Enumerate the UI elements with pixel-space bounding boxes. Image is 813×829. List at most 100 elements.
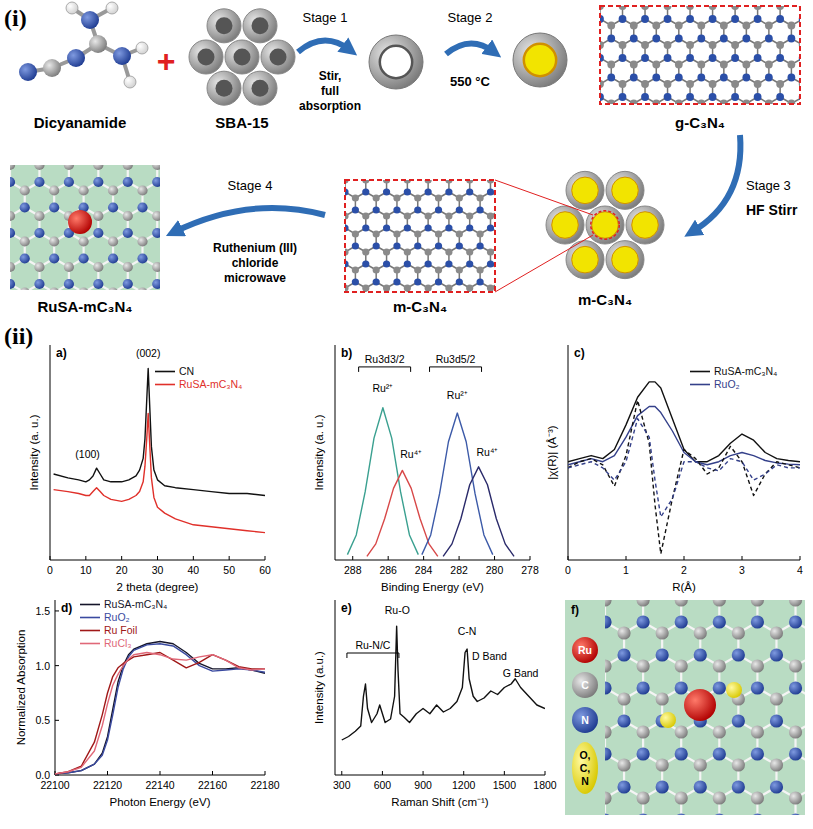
highlight: [591, 211, 620, 240]
legend-label: RuSA-mC₃N₄: [714, 365, 777, 377]
y-axis-title: Normalized Absorption: [15, 630, 27, 746]
atom: [751, 725, 764, 738]
legend-label: RuSA-mC₃N₄: [179, 378, 242, 390]
atom: [43, 59, 61, 77]
x-tick: [212, 771, 213, 775]
atom: [10, 165, 15, 170]
legend-swatch: [690, 384, 710, 386]
atom: [106, 2, 118, 14]
atom: [789, 615, 802, 628]
atom: [362, 248, 369, 255]
y-axis: [50, 345, 51, 560]
atom: [123, 165, 133, 170]
atom: [123, 177, 133, 187]
atom: [765, 22, 773, 30]
lattice: [345, 180, 495, 292]
atom: [49, 185, 59, 195]
x-tick-label: 1200: [452, 779, 476, 791]
atom: [720, 22, 728, 30]
x-tick: [341, 771, 342, 775]
pore-wall: [243, 71, 277, 105]
atom: [383, 284, 390, 291]
y-axis-title: |χ(R)| (Å⁻³): [546, 425, 558, 479]
atom: [789, 725, 802, 738]
atom: [787, 22, 795, 30]
atom: [49, 236, 59, 246]
pore-wall: [566, 171, 604, 209]
legend-label: RuO₂: [714, 378, 740, 390]
dashed-frame: [345, 180, 495, 292]
atom: [425, 188, 432, 195]
stage-text: 550 °C: [450, 74, 491, 89]
atom: [414, 242, 421, 249]
x-tick: [459, 556, 460, 560]
atom: [686, 15, 694, 23]
lattice: [605, 600, 805, 815]
atom: [108, 287, 118, 290]
atom: [487, 224, 494, 231]
legend-label: O,: [579, 749, 590, 761]
atom: [637, 747, 650, 760]
atom: [373, 206, 380, 213]
atom: [770, 780, 783, 793]
atom: [709, 54, 717, 62]
atom: [572, 707, 598, 733]
legend-label: RuO₂: [104, 611, 130, 623]
atom: [641, 15, 649, 23]
x-tick-label: 284: [415, 564, 433, 576]
stage-label: Stage 4: [228, 178, 273, 193]
molecule: [19, 2, 148, 88]
atom: [123, 228, 133, 238]
atom: [425, 224, 432, 231]
pore-wall: [261, 40, 295, 74]
atom: [393, 266, 400, 273]
atom: [49, 287, 59, 290]
legend-label: C: [581, 679, 589, 691]
atom: [425, 248, 432, 255]
atom: [713, 615, 726, 628]
atom: [742, 35, 750, 43]
panel-title: f): [571, 603, 579, 617]
legend-swatch: [572, 742, 598, 794]
atom: [731, 41, 739, 49]
atom: [476, 278, 483, 285]
chart-panel: 288286284282280278Binding Energy (eV)Int…: [313, 345, 539, 593]
atom: [445, 188, 452, 195]
series-line: [54, 368, 265, 495]
atom: [487, 248, 494, 255]
atom: [732, 758, 745, 771]
atom: [709, 15, 717, 23]
x-tick-label: 10: [80, 564, 92, 576]
x-tick: [800, 556, 801, 560]
annotation: D Band: [472, 650, 507, 662]
atom: [709, 80, 717, 88]
atom: [617, 714, 630, 727]
y-tick: [55, 665, 59, 666]
atom: [93, 211, 103, 221]
pore-core: [524, 44, 556, 76]
x-tick-label: 20: [116, 564, 128, 576]
atom: [694, 648, 707, 661]
atom: [605, 747, 612, 760]
atom: [776, 54, 784, 62]
structure-box: [345, 180, 495, 292]
atom: [697, 61, 705, 69]
atom: [19, 63, 37, 81]
x-tick: [193, 556, 194, 560]
bracket: [359, 367, 411, 372]
pore-wall: [586, 206, 624, 244]
legend-label: N: [581, 775, 589, 787]
atom: [93, 279, 103, 289]
x-tick: [157, 556, 158, 560]
atom: [789, 659, 802, 672]
plot-area: [347, 408, 514, 557]
x-tick-label: 3: [739, 564, 745, 576]
atom: [108, 185, 118, 195]
atom: [770, 692, 783, 705]
atom: [787, 74, 795, 82]
atom: [152, 165, 160, 170]
atom: [20, 202, 30, 212]
x-tick: [494, 556, 495, 560]
y-axis: [55, 600, 56, 775]
atom: [362, 212, 369, 219]
